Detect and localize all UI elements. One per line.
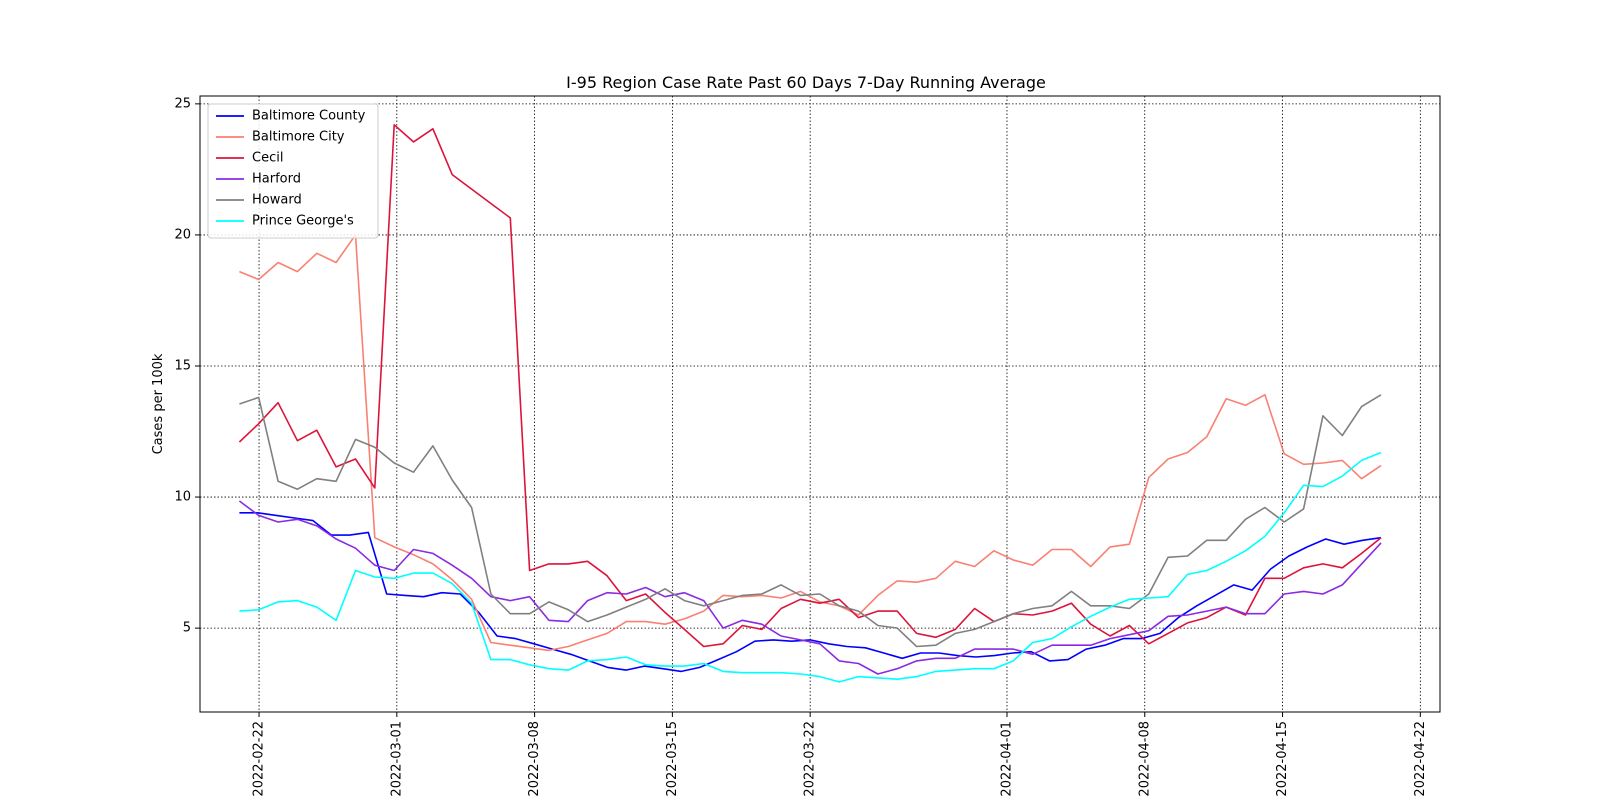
x-tick-label: 2022-02-22 — [252, 721, 267, 797]
x-tick-label: 2022-04-01 — [999, 721, 1014, 797]
legend: Baltimore County Baltimore City Cecil Harfo… — [207, 103, 379, 239]
legend-label: Baltimore City — [252, 130, 345, 145]
x-tick-label: 2022-04-22 — [1413, 721, 1428, 797]
series-line-2 — [238, 124, 1382, 648]
chart-title: I-95 Region Case Rate Past 60 Days 7-Day… — [566, 73, 1046, 92]
legend-label: Cecil — [252, 151, 283, 166]
grid — [200, 96, 1440, 712]
legend-box — [207, 103, 379, 239]
y-tick-label: 15 — [174, 358, 191, 373]
x-axis: 2022-02-22 2022-03-01 2022-03-08 2022-03-15… — [252, 712, 1428, 797]
legend-label: Baltimore County — [252, 109, 366, 124]
y-axis: 5 10 15 20 25 — [174, 96, 200, 636]
x-tick-label: 2022-03-15 — [665, 721, 680, 797]
legend-label: Harford — [252, 172, 301, 187]
y-axis-label: Cases per 100k — [151, 353, 166, 454]
x-tick-label: 2022-03-01 — [389, 721, 404, 797]
x-tick-label: 2022-04-15 — [1275, 721, 1290, 797]
series-line-5 — [239, 451, 1382, 683]
legend-label: Howard — [252, 193, 302, 208]
y-tick-label: 20 — [174, 227, 191, 242]
series-line-4 — [239, 394, 1382, 648]
y-tick-label: 25 — [174, 96, 191, 111]
x-tick-label: 2022-04-08 — [1137, 721, 1152, 797]
series-lines — [238, 124, 1382, 683]
plot-frame — [199, 95, 1441, 713]
series-line-3 — [238, 500, 1382, 675]
series-line-1 — [239, 234, 1382, 652]
series-line-0 — [239, 511, 1382, 673]
y-tick-label: 5 — [183, 621, 191, 636]
y-tick-label: 10 — [174, 490, 191, 505]
x-tick-label: 2022-03-22 — [803, 721, 818, 797]
legend-label: Prince George's — [252, 214, 354, 229]
x-tick-label: 2022-03-08 — [527, 721, 542, 797]
